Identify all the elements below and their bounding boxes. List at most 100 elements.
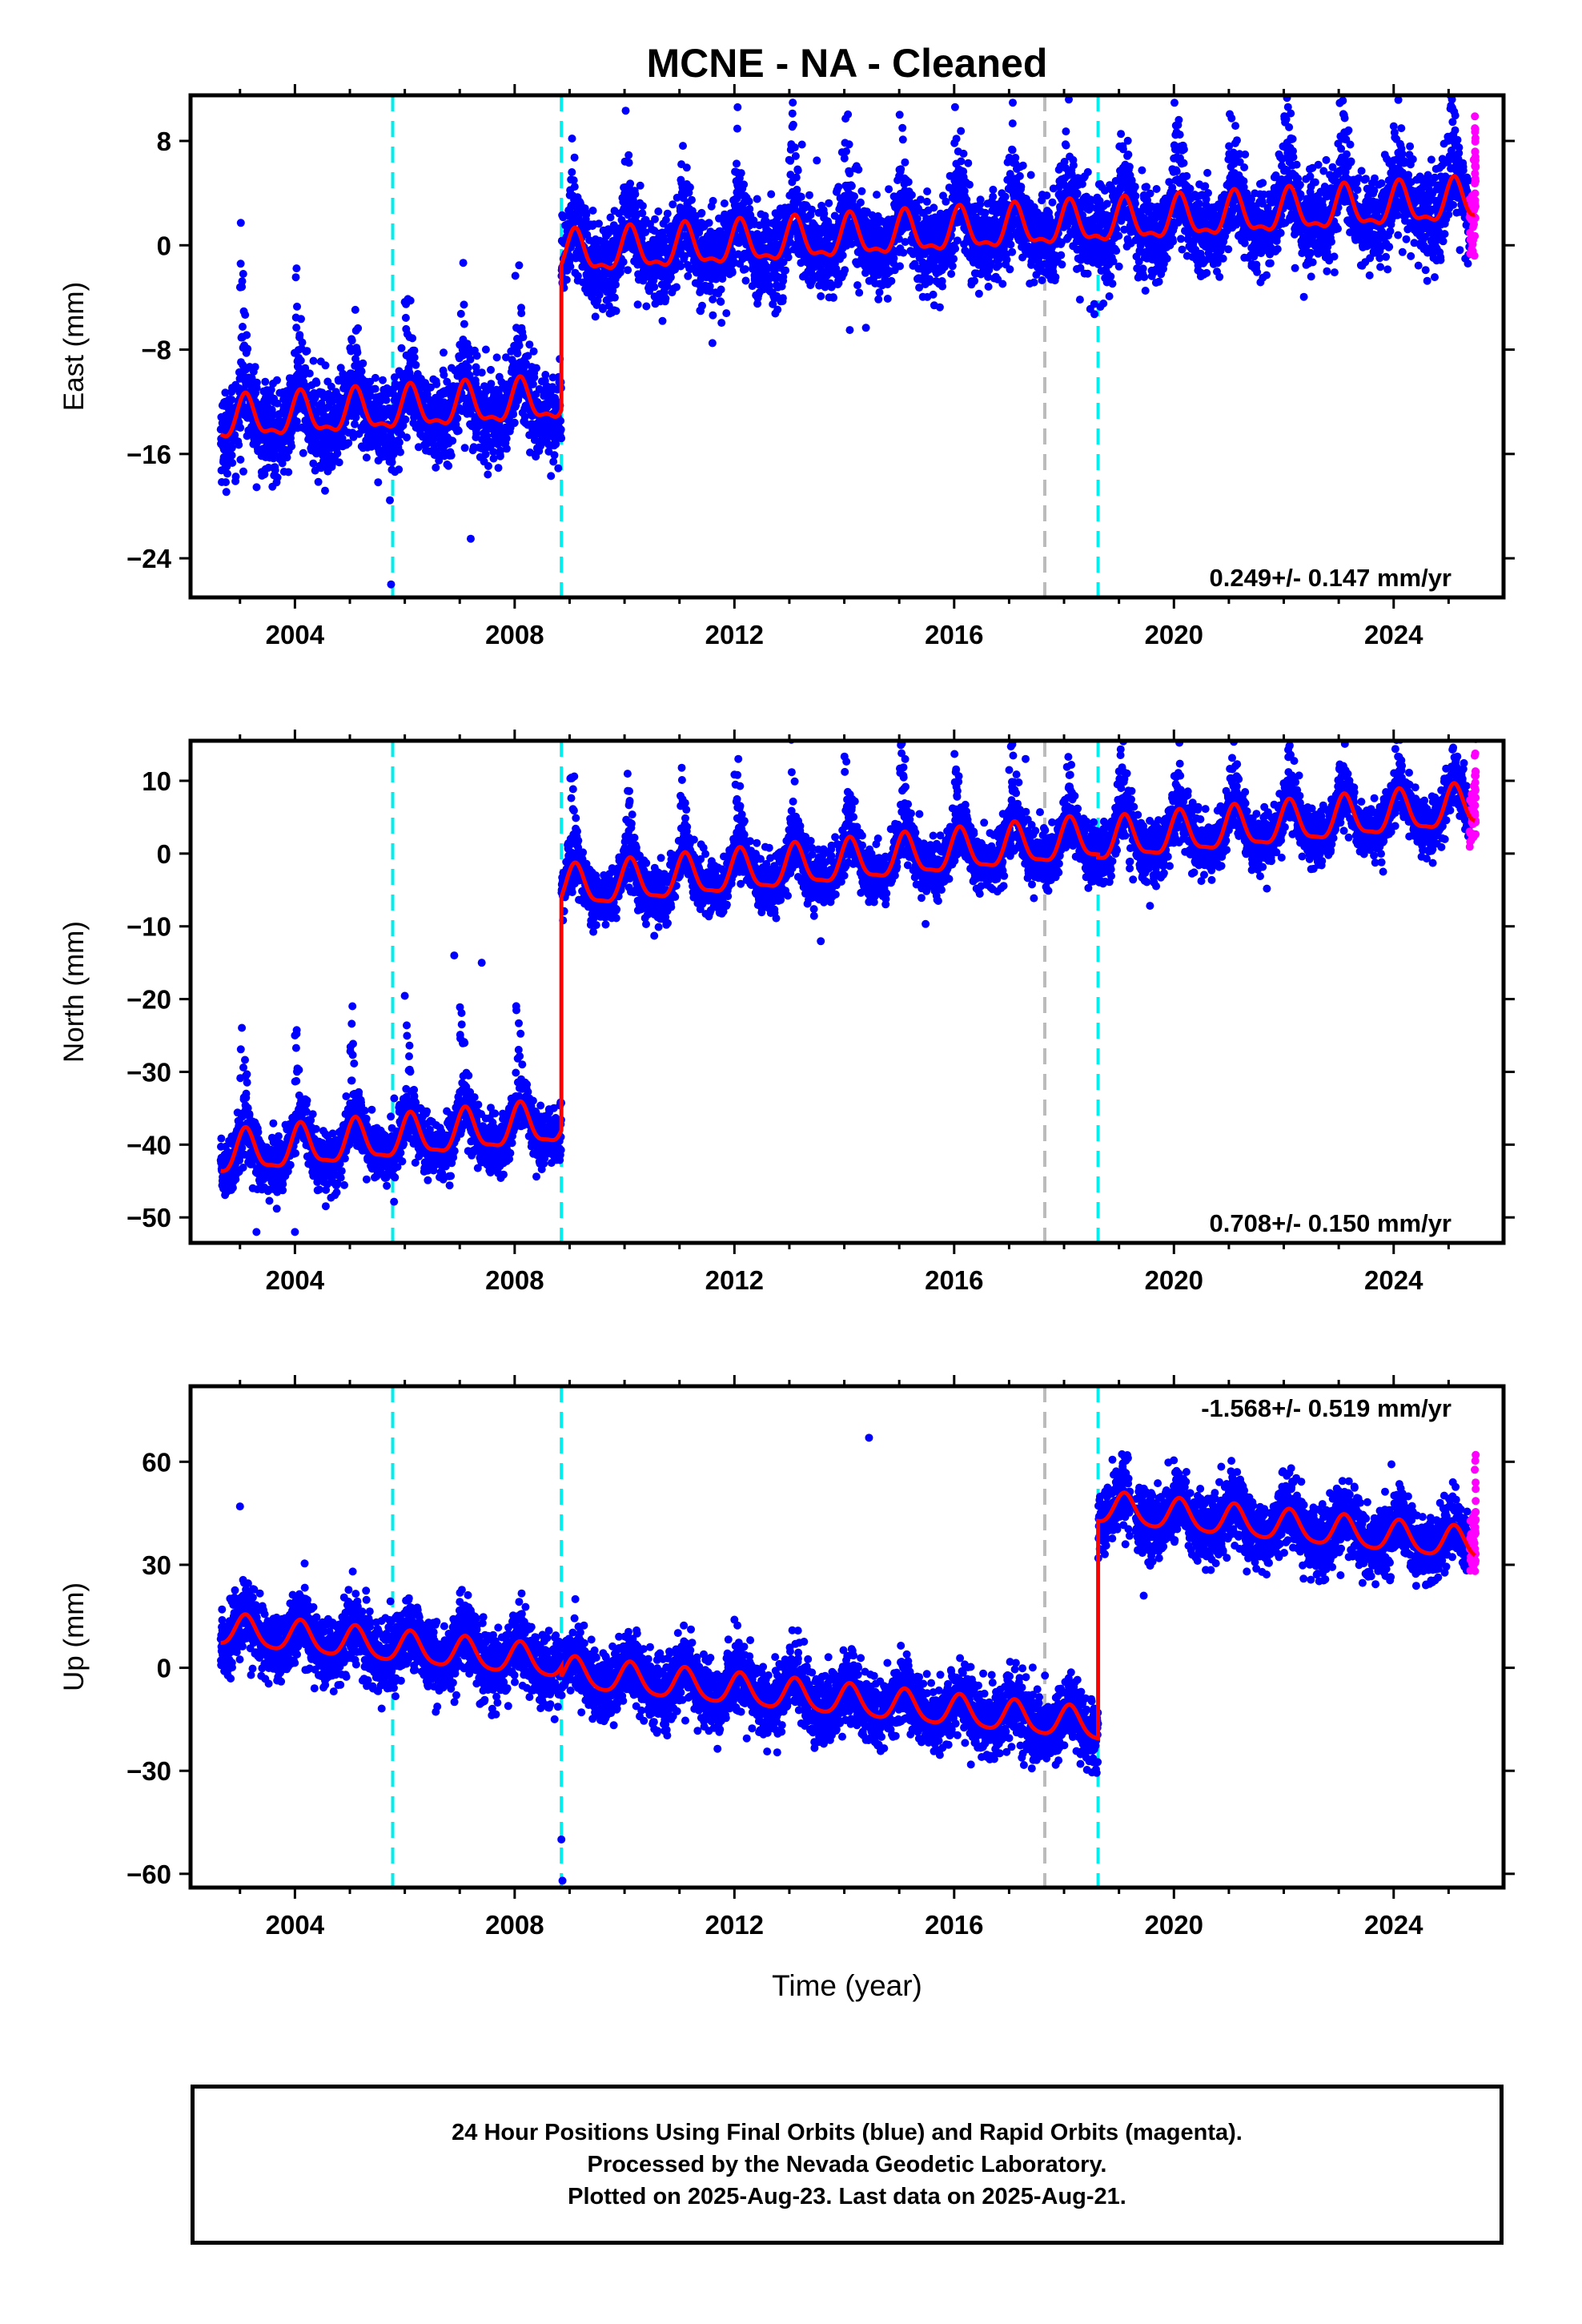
final-point [492,353,501,362]
final-point [1002,255,1011,264]
final-point [1011,154,1020,162]
final-point [673,283,681,292]
final-point [395,438,404,447]
final-point [682,163,691,172]
final-point [494,464,503,472]
final-point [371,373,379,382]
final-point [530,373,539,382]
final-point [582,211,591,219]
final-point [989,192,998,201]
final-point [1042,191,1051,200]
final-point [661,215,670,224]
final-point [842,147,850,155]
final-point [619,258,628,267]
final-point [243,344,252,353]
final-point [733,159,741,168]
final-point [904,178,913,187]
final-point [745,197,753,206]
final-point [566,262,575,271]
final-point [854,165,863,174]
final-point [309,356,318,365]
final-point [641,228,650,237]
final-point [612,280,620,289]
final-point [624,151,633,159]
final-point [964,159,973,167]
final-point [252,483,261,492]
final-point [236,424,245,432]
final-point [362,453,371,462]
final-point [235,440,243,449]
final-point [1026,171,1035,179]
final-point [923,187,932,195]
final-point [357,367,366,376]
final-point [1073,189,1082,198]
final-point [484,470,492,479]
final-point [477,368,486,377]
final-point [570,183,579,191]
final-point [239,467,247,476]
final-point [271,466,279,475]
final-point [1008,247,1017,256]
final-point [850,192,859,201]
final-point [509,410,518,419]
final-point [299,448,307,457]
final-point [624,266,632,275]
final-point [432,380,441,388]
final-point [895,111,904,119]
final-point [898,123,907,132]
final-point [484,462,492,470]
final-point [974,289,983,298]
final-point [292,417,301,426]
final-point [283,453,291,462]
final-point [840,154,849,163]
final-point [595,291,604,300]
final-point [440,348,448,357]
final-point [970,276,979,285]
final-point [792,173,801,182]
final-point [1062,141,1070,150]
final-point [595,219,603,228]
final-point [1006,240,1015,249]
final-point [448,436,457,445]
final-point [626,179,635,188]
final-point [741,276,750,285]
final-point [948,262,957,271]
final-point [797,192,805,201]
chart-title: MCNE - NA - Cleaned [647,41,1048,86]
data-points [216,95,1480,589]
final-point [464,364,472,372]
final-point [1038,276,1046,284]
final-point [829,293,837,302]
final-point [1069,161,1078,170]
final-point [1062,127,1070,136]
final-point [677,262,685,271]
final-point [460,300,468,309]
final-point [790,143,799,152]
final-point [661,236,669,245]
final-point [303,347,311,356]
final-point [481,345,490,354]
final-point [549,457,558,466]
final-point [515,341,524,350]
final-point [432,463,440,472]
final-point [669,200,677,209]
final-point [387,458,396,467]
final-point [616,268,624,277]
final-point [984,283,993,291]
final-point [856,198,865,207]
final-point [481,450,490,459]
final-point [717,285,725,294]
final-point [223,469,231,478]
final-point [1018,161,1027,170]
final-point [390,373,399,382]
final-point [548,373,557,382]
final-point [510,418,519,427]
final-point [740,180,749,189]
final-point [885,185,893,194]
final-point [335,458,343,467]
final-point [547,472,556,480]
final-point [239,270,247,278]
final-point [554,464,563,472]
final-point [284,468,293,476]
